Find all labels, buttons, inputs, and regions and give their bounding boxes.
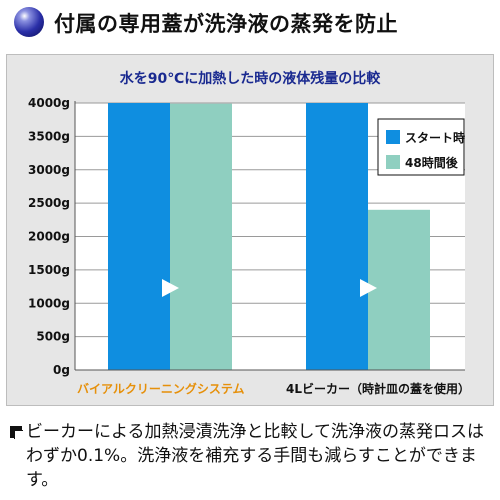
y-tick-label: 3000g [28, 163, 70, 177]
bar [170, 103, 232, 370]
legend-label: スタート時 [405, 130, 465, 145]
legend-swatch [386, 130, 400, 144]
y-tick-label: 1000g [28, 296, 70, 310]
header: 付属の専用蓋が洗浄液の蒸発を防止 [0, 0, 500, 48]
category-label: 4Lビーカー（時計皿の蓋を使用） [286, 381, 470, 396]
blue-sphere-icon [14, 7, 44, 37]
y-tick-label: 0g [53, 363, 70, 377]
bar [368, 209, 430, 370]
bar [306, 103, 368, 370]
legend-label: 48時間後 [405, 155, 459, 170]
category-label: バイアルクリーニングシステム [77, 381, 245, 396]
y-tick-label: 4000g [28, 96, 70, 110]
square-bullet-icon [10, 426, 23, 439]
play-arrow-icon [162, 279, 179, 297]
page-title: 付属の専用蓋が洗浄液の蒸発を防止 [54, 12, 398, 36]
y-tick-label: 3500g [28, 129, 70, 143]
chart-title: 水を90℃に加熱した時の液体残量の比較 [119, 71, 381, 87]
y-tick-label: 500g [36, 330, 70, 344]
y-tick-label: 1500g [28, 263, 70, 277]
y-tick-label: 2500g [28, 196, 70, 210]
legend-swatch [386, 155, 400, 169]
play-arrow-icon [360, 279, 377, 297]
description-text: ビーカーによる加熱浸漬洗浄と比較して洗浄液の蒸発ロスはわずか0.1%。洗浄液を補… [26, 422, 484, 490]
bar [108, 103, 170, 370]
y-tick-label: 2000g [28, 230, 70, 244]
